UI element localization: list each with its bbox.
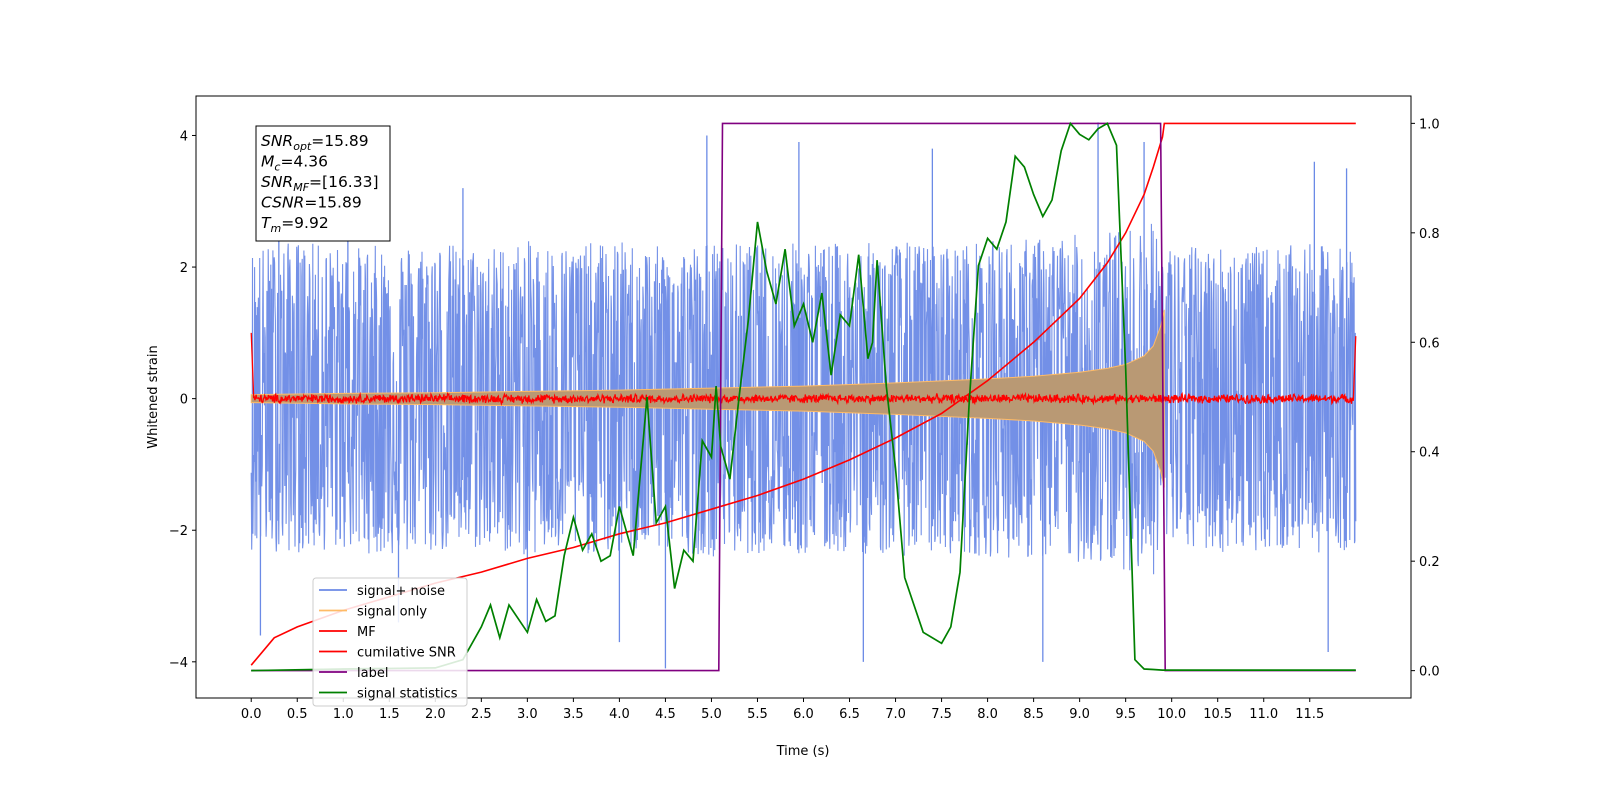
y2-tick-label: 0.0 xyxy=(1419,665,1440,680)
x-tick-label: 0.5 xyxy=(287,707,308,722)
x-tick-label: 0.0 xyxy=(241,707,262,722)
x-tick-label: 3.0 xyxy=(517,707,538,722)
x-tick-label: 5.5 xyxy=(747,707,768,722)
stats-line: SNRMF=[16.33] xyxy=(261,173,379,194)
x-tick-label: 5.0 xyxy=(701,707,722,722)
x-axis-label: Time (s) xyxy=(776,744,830,759)
y-tick-label: −2 xyxy=(169,524,188,539)
x-tick-label: 2.5 xyxy=(471,707,492,722)
x-tick-label: 7.0 xyxy=(885,707,906,722)
legend-frame xyxy=(312,577,468,707)
legend-label: signal+ noise xyxy=(357,584,445,599)
x-tick-label: 3.5 xyxy=(563,707,584,722)
x-tick-label: 6.5 xyxy=(839,707,860,722)
series-signal-statistics xyxy=(251,121,1356,672)
stats-line: Tm=9.92 xyxy=(261,214,329,235)
legend-label: label xyxy=(357,666,388,681)
y-axis-right-ticks: 0.0 0.2 0.4 0.6 0.8 1.0 xyxy=(1411,117,1440,680)
y-axis-left-ticks: −4 −2 0 2 4 xyxy=(169,129,196,671)
y2-tick-label: 0.4 xyxy=(1419,446,1440,461)
x-tick-label: 1.0 xyxy=(333,707,354,722)
legend: signal+ noise signal only MF cumilative SNR… xyxy=(312,577,468,707)
x-tick-label: 4.5 xyxy=(655,707,676,722)
y-axis-label: Whitened strain xyxy=(146,345,161,448)
series-signal-plus-noise xyxy=(250,122,1357,669)
x-tick-label: 7.5 xyxy=(931,707,952,722)
x-axis-ticks: 0.0 0.5 1.0 1.5 2.0 2.5 3.0 3.5 4.0 4.5 5.0 5.5 6.0 6… xyxy=(241,698,1324,722)
y2-tick-label: 1.0 xyxy=(1419,117,1440,132)
x-tick-label: 11.0 xyxy=(1249,707,1278,722)
x-tick-label: 10.0 xyxy=(1157,707,1186,722)
series-mf xyxy=(250,332,1357,406)
legend-label: signal statistics xyxy=(357,687,458,702)
legend-label: MF xyxy=(357,625,376,640)
y-tick-label: −4 xyxy=(169,656,188,671)
y-tick-label: 0 xyxy=(180,393,188,408)
y-tick-label: 4 xyxy=(180,129,188,144)
x-tick-label: 2.0 xyxy=(425,707,446,722)
y2-tick-label: 0.8 xyxy=(1419,227,1440,242)
x-tick-label: 8.5 xyxy=(1023,707,1044,722)
x-tick-label: 8.0 xyxy=(977,707,998,722)
y2-tick-label: 0.2 xyxy=(1419,555,1440,570)
x-tick-label: 9.5 xyxy=(1115,707,1136,722)
stats-line: CSNR=15.89 xyxy=(261,194,362,212)
x-tick-label: 1.5 xyxy=(379,707,400,722)
y2-tick-label: 0.6 xyxy=(1419,336,1440,351)
x-tick-label: 10.5 xyxy=(1203,707,1232,722)
stats-annotation-frame xyxy=(255,125,391,242)
y-tick-label: 2 xyxy=(180,261,188,276)
legend-label: signal only xyxy=(357,605,427,620)
stats-annotation-box: SNRopt=15.89Mc=4.36SNRMF=[16.33]CSNR=15.… xyxy=(255,125,391,242)
stats-line: SNRopt=15.89 xyxy=(261,132,369,153)
legend-label: cumilative SNR xyxy=(357,646,456,661)
x-tick-label: 9.0 xyxy=(1069,707,1090,722)
stats-line: Mc=4.36 xyxy=(261,153,328,174)
signal-plus-noise-trace xyxy=(250,223,1357,575)
x-tick-label: 4.0 xyxy=(609,707,630,722)
x-tick-label: 6.0 xyxy=(793,707,814,722)
x-tick-label: 11.5 xyxy=(1295,707,1324,722)
